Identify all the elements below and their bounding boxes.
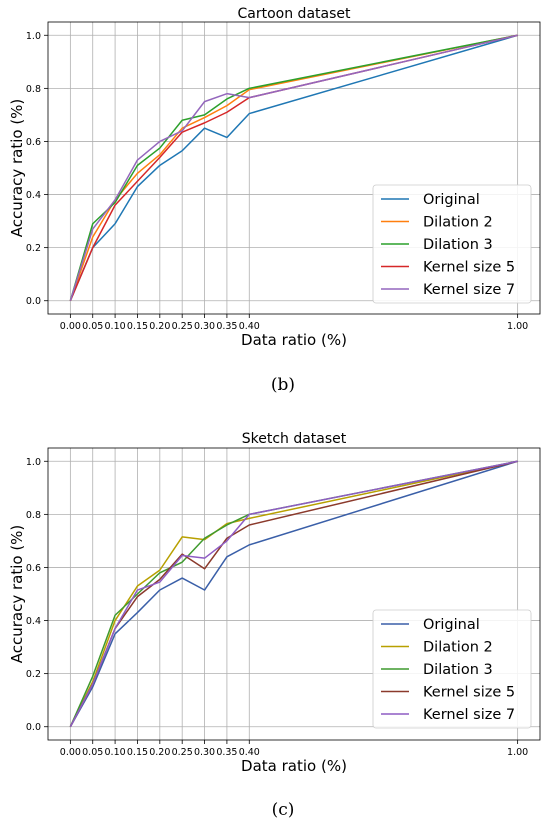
- y-tick-label: 0.4: [26, 190, 41, 201]
- x-tick-label: 0.05: [82, 747, 103, 758]
- y-tick-label: 0.0: [26, 296, 41, 307]
- chart-sketch: Sketch dataset 0.00 0.05 0.10 0.15 0.20 0.25 0…: [8, 431, 541, 820]
- series-line-kernel-size-5: [69, 34, 518, 302]
- legend-label: Dilation 3: [423, 237, 493, 253]
- y-tick-label: 0.6: [26, 137, 41, 148]
- series-line-dilation-2: [69, 460, 518, 728]
- x-tick-label: 0.10: [105, 747, 126, 758]
- y-tick-label: 1.0: [26, 31, 41, 42]
- x-tick-label: 0.40: [239, 321, 260, 332]
- figure-caption: (c): [272, 800, 295, 820]
- legend-label: Original: [423, 192, 480, 208]
- legend-label: Dilation 2: [423, 215, 493, 231]
- series-lines: [69, 34, 518, 302]
- figure-caption: (b): [271, 375, 295, 395]
- series-line-kernel-size-7: [69, 34, 518, 301]
- plot-frame: [47, 447, 541, 741]
- series-line-original: [69, 460, 518, 728]
- legend-label: Original: [423, 617, 480, 633]
- x-tick-label: 0.35: [216, 321, 237, 332]
- x-tick-label: 0.25: [172, 321, 193, 332]
- legend-box: [372, 609, 532, 729]
- legend-label: Dilation 2: [423, 640, 493, 656]
- x-axis-label: Data ratio (%): [241, 757, 347, 775]
- x-tick-label: 0.30: [194, 747, 215, 758]
- x-tick-label: 0.30: [194, 321, 215, 332]
- y-tick-label: 0.2: [26, 669, 41, 680]
- y-tick-label: 0.6: [26, 563, 41, 574]
- y-tick-label: 0.8: [26, 84, 41, 95]
- x-tick-label: 0.15: [127, 747, 148, 758]
- x-tick-label: 0.05: [82, 321, 103, 332]
- x-tick-label: 0.15: [127, 321, 148, 332]
- x-tick-label: 0.35: [216, 747, 237, 758]
- legend-label: Kernel size 7: [423, 707, 515, 723]
- x-tick-label: 0.20: [149, 747, 170, 758]
- series-line-dilation-3: [69, 34, 518, 301]
- legend: Original Dilation 2 Dilation 3 Kernel size …: [372, 609, 532, 729]
- x-axis-label: Data ratio (%): [241, 331, 347, 349]
- x-tick-label: 0.00: [60, 747, 81, 758]
- y-tick-label: 0.0: [26, 722, 41, 733]
- series-line-original: [69, 34, 518, 302]
- chart-cartoon: Cartoon dataset 0.00 0.05 0.10 0.15 0.20 0.25…: [8, 6, 541, 395]
- x-tick-label: 1.00: [507, 747, 528, 758]
- legend: Original Dilation 2 Dilation 3 Kernel size …: [372, 184, 532, 304]
- legend-label: Dilation 3: [423, 662, 493, 678]
- x-tick-label: 0.25: [172, 747, 193, 758]
- chart-title: Cartoon dataset: [238, 6, 351, 22]
- legend-label: Kernel size 7: [423, 282, 515, 298]
- y-tick-label: 0.8: [26, 510, 41, 521]
- y-tick-label: 0.4: [26, 616, 41, 627]
- y-tick-label: 0.2: [26, 243, 41, 254]
- series-line-dilation-2: [69, 34, 518, 301]
- x-tick-label: 0.10: [105, 321, 126, 332]
- legend-label: Kernel size 5: [423, 685, 515, 701]
- x-tick-label: 0.00: [60, 321, 81, 332]
- x-tick-label: 0.40: [239, 747, 260, 758]
- axis-ticks: 0.00 0.05 0.10 0.15 0.20 0.25 0.30 0.35 0.40 1.00…: [26, 457, 528, 758]
- x-tick-label: 0.20: [149, 321, 170, 332]
- series-line-kernel-size-7: [69, 460, 518, 728]
- series-lines: [69, 460, 518, 728]
- chart-title: Sketch dataset: [242, 431, 347, 447]
- axis-ticks: 0.00 0.05 0.10 0.15 0.20 0.25 0.30 0.35 0.40 1.00…: [26, 31, 528, 332]
- plot-frame: [47, 21, 541, 315]
- legend-box: [372, 184, 532, 304]
- y-tick-label: 1.0: [26, 457, 41, 468]
- legend-label: Kernel size 5: [423, 260, 515, 276]
- y-axis-label: Accuracy ratio (%): [8, 525, 26, 664]
- y-axis-label: Accuracy ratio (%): [8, 99, 26, 238]
- x-tick-label: 1.00: [507, 321, 528, 332]
